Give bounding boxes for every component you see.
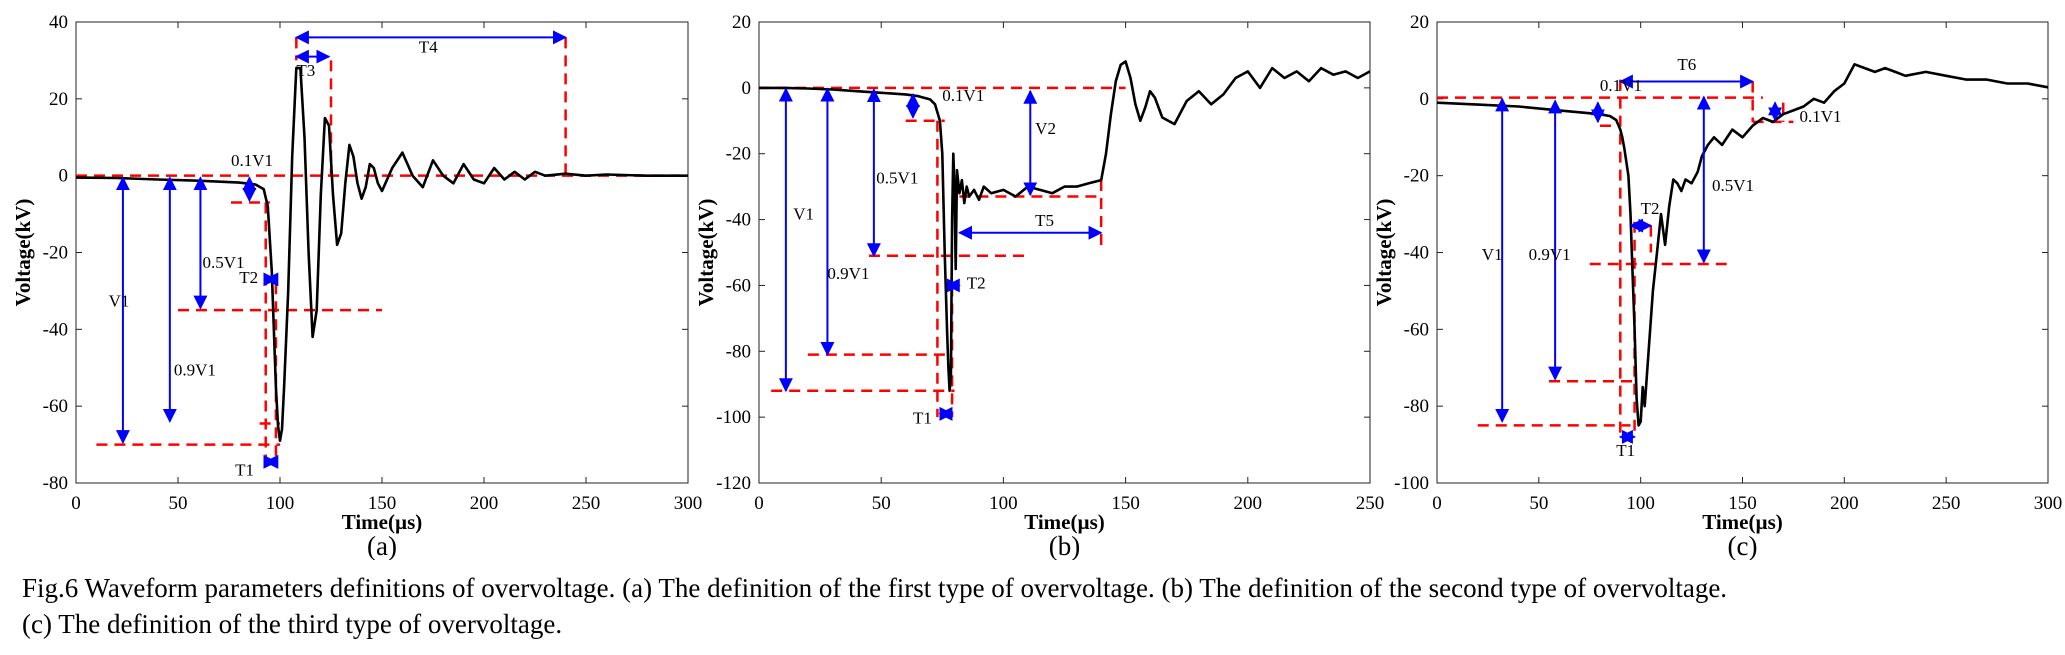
y-tick-label: -20 — [1404, 166, 1429, 187]
annotation-label: T2 — [967, 274, 986, 293]
caption-line-2: (c) The definition of the third type of … — [22, 609, 563, 639]
annotation-label: 0.5V1 — [202, 253, 244, 272]
annotation-label: 0.1V1 — [231, 151, 273, 170]
x-tick-label: 300 — [674, 493, 703, 514]
y-tick-label: 20 — [49, 89, 68, 110]
annotation-label: T6 — [1677, 55, 1696, 74]
x-tick-label: 100 — [989, 493, 1018, 514]
annotation-label: T3 — [296, 61, 315, 80]
chart-panel-0: 0 50 100 150 200 250 300 -80 -60 -40 -20 0 20 40 Time(… — [11, 12, 702, 560]
annotation-label: T2 — [1641, 199, 1660, 218]
y-tick-label: -60 — [43, 396, 68, 417]
y-tick-label: 0 — [1420, 89, 1430, 110]
y-tick-label: -20 — [43, 243, 68, 264]
annotation-label: 0.9V1 — [174, 360, 216, 379]
annotation-label: T1 — [913, 409, 932, 428]
annotation-label: V1 — [793, 205, 814, 224]
annotation-label: 0.9V1 — [827, 264, 869, 283]
annotation-label: T4 — [419, 38, 438, 57]
annotation-label: 0.5V1 — [1712, 176, 1754, 195]
panel-label: (c) — [1728, 531, 1758, 560]
x-tick-label: 150 — [368, 493, 397, 514]
annotation-label: T5 — [1035, 211, 1054, 230]
x-axis-label: Time(µs) — [1024, 510, 1105, 534]
figure: 0 50 100 150 200 250 300-80-60-40-2002040Time(… — [11, 12, 2062, 560]
y-tick-label: 0 — [742, 78, 752, 99]
annotation-label: 0.9V1 — [1529, 245, 1571, 264]
x-tick-label: 100 — [266, 493, 295, 514]
figure-caption: Fig.6 Waveform parameters definitions of… — [22, 570, 2052, 642]
y-tick-label: -80 — [43, 473, 68, 494]
caption-line-1: Fig.6 Waveform parameters definitions of… — [22, 573, 1728, 603]
panel-label: (a) — [367, 531, 397, 560]
y-tick-label: -20 — [726, 144, 751, 165]
annotation-label: 0.1V1 — [942, 86, 984, 105]
y-axis-label: Voltage(kV) — [694, 199, 718, 307]
plot-frame — [75, 21, 689, 484]
x-tick-label: 0 — [1432, 493, 1442, 514]
x-tick-label: 100 — [1626, 493, 1655, 514]
y-tick-label: -120 — [716, 473, 751, 494]
annotation-label: T2 — [239, 268, 258, 287]
y-tick-label: -40 — [43, 319, 68, 340]
y-tick-label: 0 — [59, 166, 69, 187]
annotation-label: 0.1V1 — [1600, 76, 1642, 95]
x-tick-label: 150 — [1111, 493, 1140, 514]
x-tick-label: 50 — [169, 493, 188, 514]
annotation-label: V1 — [1482, 245, 1503, 264]
annotation-label: V1 — [109, 291, 130, 310]
x-tick-label: 50 — [872, 493, 891, 514]
y-tick-label: 40 — [49, 12, 68, 33]
x-tick-label: 50 — [1529, 493, 1548, 514]
x-tick-label: 0 — [71, 493, 81, 514]
y-tick-label: -80 — [726, 341, 751, 362]
annotation-label: 0.5V1 — [876, 168, 918, 187]
chart-panel-2: 0 50 100 150 200 250 300 -100 -80 -60 -40 -20 0 20 Tim… — [1372, 12, 2062, 560]
y-axis-label: Voltage(kV) — [1372, 199, 1396, 307]
panel-label: (b) — [1049, 531, 1080, 560]
y-tick-label: -40 — [1404, 243, 1429, 264]
x-tick-label: 0 — [754, 493, 764, 514]
annotation-label: T1 — [235, 460, 254, 479]
waveform-line — [1436, 63, 2049, 427]
y-tick-label: 20 — [1410, 12, 1429, 33]
x-tick-label: 150 — [1728, 493, 1757, 514]
x-axis-label: Time(µs) — [1702, 510, 1783, 534]
x-axis-label: Time(µs) — [342, 510, 423, 534]
x-tick-label: 200 — [470, 493, 499, 514]
y-tick-label: -100 — [1394, 473, 1429, 494]
annotation-label: T1 — [1616, 441, 1635, 460]
x-tick-label: 250 — [1932, 493, 1961, 514]
y-tick-label: -40 — [726, 210, 751, 231]
y-axis-label: Voltage(kV) — [11, 199, 35, 307]
waveform-line — [75, 66, 688, 442]
x-tick-label: 250 — [572, 493, 601, 514]
y-tick-label: -60 — [1404, 319, 1429, 340]
plot-frame — [758, 21, 1371, 484]
x-tick-label: 300 — [2034, 493, 2063, 514]
x-tick-label: 200 — [1830, 493, 1859, 514]
x-tick-label: 200 — [1234, 493, 1263, 514]
y-tick-label: 20 — [732, 12, 751, 33]
chart-panel-1: 0 50 100 150 200 250 -120 -100 -80 -60 -40 -20 0 20 Ti… — [694, 12, 1384, 560]
y-tick-label: -80 — [1404, 396, 1429, 417]
y-tick-label: -100 — [716, 407, 751, 428]
waveform-line — [759, 60, 1371, 393]
y-tick-label: -60 — [726, 275, 751, 296]
annotation-label: 0.1V1 — [1800, 107, 1842, 126]
annotation-label: V2 — [1035, 119, 1056, 138]
x-tick-label: 250 — [1356, 493, 1385, 514]
